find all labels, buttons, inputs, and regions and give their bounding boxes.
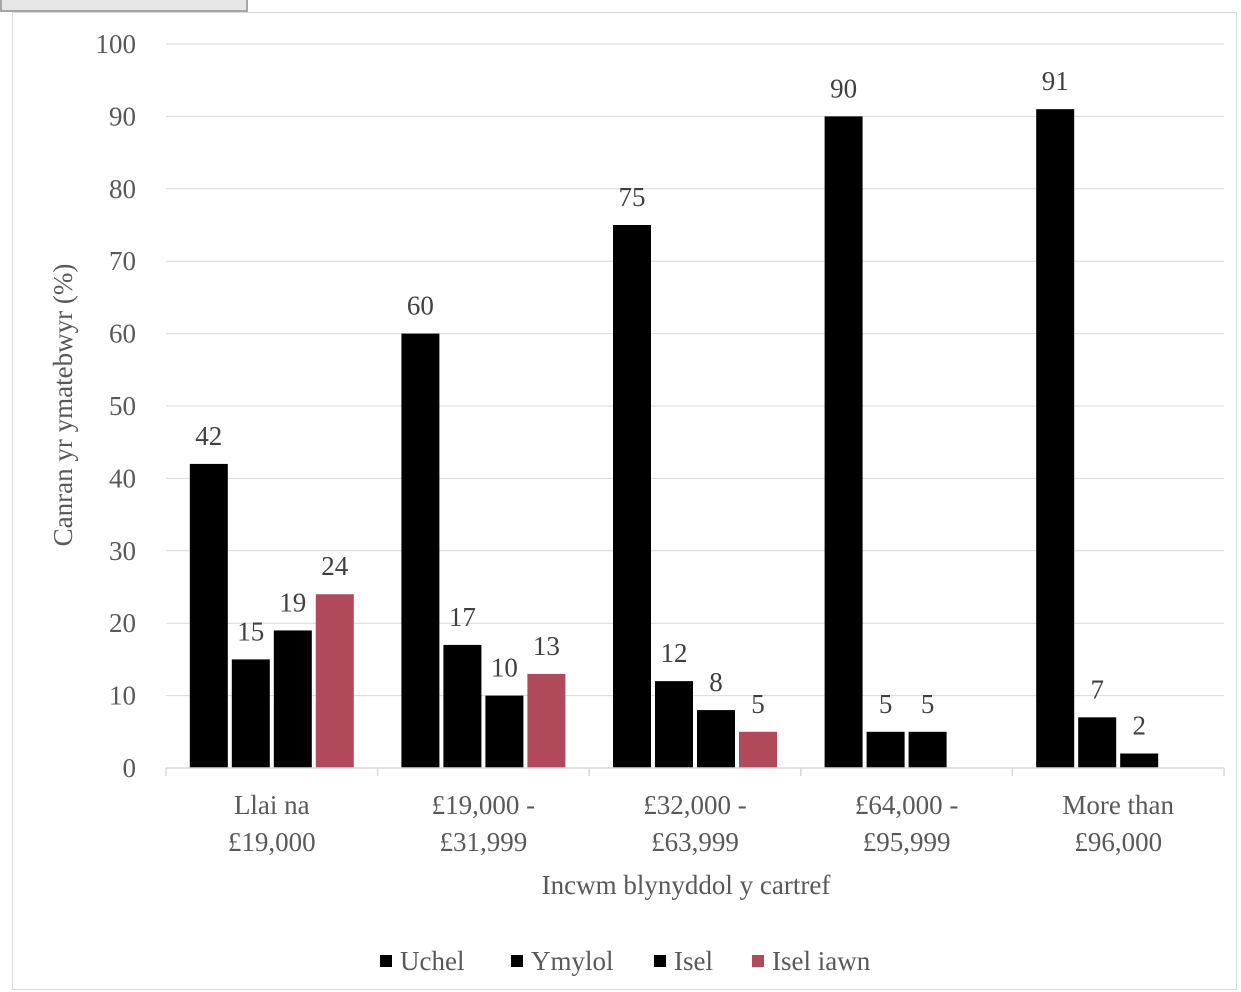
x-tick-label: £64,000 -£95,999: [855, 790, 959, 857]
data-label: 5: [879, 689, 893, 719]
bar: [739, 731, 777, 768]
legend-label: Isel: [674, 946, 713, 976]
bar: [908, 731, 947, 768]
data-label: 19: [279, 587, 306, 617]
bar: [189, 463, 228, 768]
x-tick-label: More than £96,000: [1062, 790, 1174, 857]
x-axis-title: Incwm blynyddol y cartref: [542, 870, 831, 900]
x-tick-label: £19,000 -£31,999: [432, 790, 536, 857]
data-label: 8: [709, 667, 723, 697]
bar: [697, 710, 735, 768]
data-label: 10: [491, 653, 518, 683]
sheet-tab-stub: [0, 0, 248, 12]
bar: [1036, 109, 1075, 768]
legend-swatch: [511, 955, 523, 967]
y-tick-label: 90: [109, 101, 136, 131]
bar: [401, 333, 440, 768]
bar: [1078, 717, 1117, 768]
x-tick-label: Llai na £19,000: [228, 790, 316, 857]
bar: [866, 731, 905, 768]
legend-label: Ymylol: [531, 946, 614, 976]
legend-label: Uchel: [400, 946, 464, 976]
y-tick-label: 50: [109, 391, 136, 421]
y-tick-label: 0: [123, 753, 137, 783]
y-tick-label: 70: [109, 246, 136, 276]
data-label: 15: [237, 616, 264, 646]
legend: Uchel Ymylol Isel Isel iawn: [380, 946, 871, 976]
data-label: 17: [449, 602, 476, 632]
bar: [443, 644, 482, 768]
data-label: 7: [1090, 674, 1104, 704]
bar: [824, 116, 863, 768]
y-tick-label: 100: [96, 29, 137, 59]
axes: 0 10 20 30 40 50 60 70 80 90 100 Llai na £19,000 £19,…: [96, 29, 1225, 857]
data-label: 2: [1132, 711, 1146, 741]
data-label: 24: [321, 551, 349, 581]
legend-swatch: [752, 955, 764, 967]
bar: [1120, 753, 1159, 768]
x-tick-label: £32,000 -£63,999: [643, 790, 747, 857]
bar: [613, 225, 651, 768]
bar: [315, 594, 354, 768]
data-label: 5: [751, 689, 765, 719]
data-label: 13: [533, 631, 560, 661]
data-label: 90: [830, 73, 857, 103]
y-tick-label: 60: [109, 319, 136, 349]
bar: [655, 681, 693, 768]
y-tick-label: 80: [109, 174, 136, 204]
bar: [273, 630, 312, 768]
data-label: 42: [195, 421, 222, 451]
data-label: 91: [1042, 66, 1069, 96]
data-label: 75: [619, 182, 646, 212]
bars: [189, 109, 1159, 768]
legend-swatch: [654, 955, 666, 967]
data-label: 5: [921, 689, 935, 719]
bar: [231, 659, 270, 768]
y-tick-label: 10: [109, 681, 136, 711]
bar: [527, 673, 566, 768]
data-label: 12: [661, 638, 688, 668]
legend-swatch: [380, 955, 392, 967]
y-tick-label: 30: [109, 536, 136, 566]
y-tick-label: 40: [109, 463, 136, 493]
bar: [485, 695, 524, 768]
legend-label: Isel iawn: [772, 946, 871, 976]
y-tick-label: 20: [109, 608, 136, 638]
data-label: 60: [407, 291, 434, 321]
y-axis-title: Canran yr ymatebwyr (%): [48, 264, 78, 547]
